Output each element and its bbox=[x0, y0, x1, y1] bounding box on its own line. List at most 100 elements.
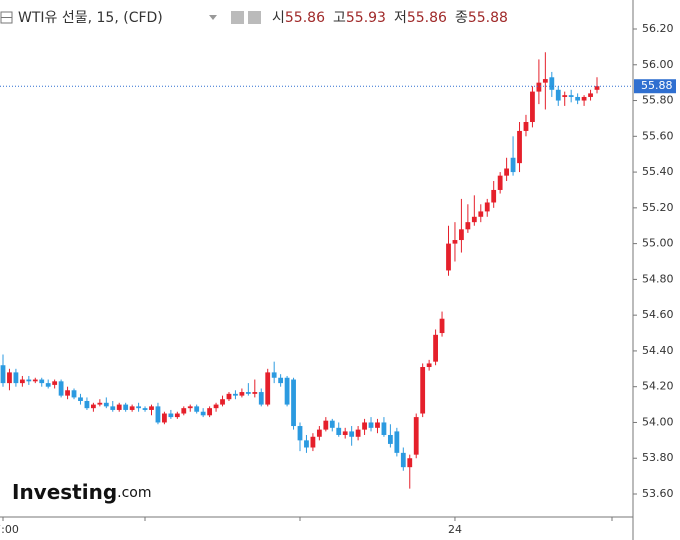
candle-body bbox=[375, 422, 380, 428]
ohlc-value: 55.86 bbox=[285, 10, 325, 26]
ohlc-label: 종 bbox=[455, 10, 468, 26]
candle-body bbox=[523, 122, 529, 131]
candle-body bbox=[394, 431, 400, 453]
candle-body bbox=[32, 379, 38, 382]
candle-body bbox=[452, 240, 458, 244]
candle-body bbox=[387, 434, 393, 444]
candle-body bbox=[239, 392, 245, 396]
candle-body bbox=[381, 422, 387, 435]
candle-body bbox=[97, 402, 103, 405]
ohlc-label: 고 bbox=[333, 10, 346, 26]
x-tick-label: 07:00 bbox=[0, 523, 19, 536]
candle-body bbox=[245, 392, 251, 394]
x-tick-label: 24 bbox=[448, 523, 462, 536]
candle-body bbox=[304, 440, 309, 448]
candle-body bbox=[459, 229, 464, 241]
candle-body bbox=[200, 411, 206, 416]
y-tick-label: 53.60 bbox=[642, 487, 674, 500]
candle-body bbox=[45, 383, 51, 387]
candle-body bbox=[194, 406, 200, 412]
candle-body bbox=[568, 95, 574, 97]
candle-body bbox=[162, 413, 167, 423]
ohlc-value: 55.86 bbox=[407, 10, 447, 26]
candle-body bbox=[58, 381, 64, 396]
candle-body bbox=[433, 334, 438, 362]
candle-body bbox=[271, 372, 277, 378]
candle-body bbox=[471, 216, 477, 223]
candle-body bbox=[426, 363, 432, 368]
candle-body bbox=[116, 404, 122, 410]
last-price-label: 55.88 bbox=[641, 79, 673, 92]
candle-body bbox=[536, 82, 542, 92]
candle-body bbox=[39, 379, 45, 384]
candle-body bbox=[594, 86, 600, 90]
ohlc-header: 시55.86 고55.93 저55.86 종55.88 bbox=[272, 10, 508, 26]
candle-body bbox=[420, 367, 426, 414]
candle-body bbox=[517, 130, 522, 164]
y-tick-label: 56.00 bbox=[642, 58, 674, 71]
candle-body bbox=[413, 417, 419, 455]
candle-body bbox=[0, 365, 6, 384]
candle-body bbox=[349, 431, 355, 437]
candle-body bbox=[129, 406, 135, 410]
candle-body bbox=[13, 372, 19, 384]
candle-body bbox=[362, 422, 367, 430]
y-tick-label: 54.00 bbox=[642, 415, 674, 428]
candle-body bbox=[491, 189, 497, 203]
candle-body bbox=[323, 420, 329, 430]
candle-body bbox=[252, 392, 258, 394]
ohlc-value: 55.93 bbox=[346, 10, 386, 26]
dropdown-icon[interactable] bbox=[209, 15, 217, 20]
y-tick-label: 56.20 bbox=[642, 22, 674, 35]
candle-body bbox=[52, 381, 58, 385]
candle-body bbox=[187, 406, 193, 409]
candle-body bbox=[7, 372, 12, 384]
candle-body bbox=[155, 406, 161, 423]
y-tick-label: 54.60 bbox=[642, 308, 674, 321]
candle-body bbox=[549, 77, 555, 90]
ohlc-value: 55.88 bbox=[468, 10, 508, 26]
candle-body bbox=[78, 397, 83, 401]
candle-body bbox=[284, 377, 290, 405]
candle-body bbox=[355, 429, 361, 437]
y-tick-label: 55.40 bbox=[642, 165, 674, 178]
candle-body bbox=[581, 96, 587, 101]
candle-body bbox=[65, 390, 70, 396]
candle-body bbox=[575, 96, 581, 101]
ohlc-label: 시 bbox=[272, 10, 285, 26]
candle-body bbox=[71, 390, 77, 398]
candle-body bbox=[562, 95, 568, 97]
settings-icon[interactable] bbox=[231, 11, 244, 24]
candle-body bbox=[478, 211, 484, 217]
y-tick-label: 54.80 bbox=[642, 272, 674, 285]
candle-body bbox=[110, 406, 116, 410]
candle-body bbox=[336, 427, 342, 435]
logo-text: Investing bbox=[12, 480, 117, 504]
candle-body bbox=[329, 420, 335, 428]
candle-body bbox=[530, 91, 535, 122]
candle-body bbox=[316, 429, 322, 437]
logo-suffix: .com bbox=[117, 485, 151, 501]
candle-body bbox=[497, 175, 503, 190]
candle-body bbox=[310, 436, 316, 448]
candle-body bbox=[233, 393, 238, 396]
candle-body bbox=[123, 404, 129, 410]
candle-body bbox=[84, 401, 90, 409]
candle-body bbox=[220, 399, 225, 405]
candle-body bbox=[542, 79, 548, 83]
candle-body bbox=[19, 379, 25, 384]
candle-body bbox=[174, 413, 180, 418]
candle-body bbox=[484, 202, 490, 212]
ohlc-label: 저 bbox=[394, 10, 407, 26]
candle-body bbox=[226, 393, 232, 400]
candle-body bbox=[278, 377, 284, 384]
candle-body bbox=[181, 408, 187, 414]
settings-icon[interactable] bbox=[248, 11, 261, 24]
candle-body bbox=[258, 392, 264, 405]
candle-body bbox=[446, 243, 451, 271]
logo: Investing.com bbox=[12, 480, 152, 504]
y-tick-label: 54.40 bbox=[642, 344, 674, 357]
last-price-tag bbox=[634, 79, 676, 94]
y-tick-label: 53.80 bbox=[642, 451, 674, 464]
